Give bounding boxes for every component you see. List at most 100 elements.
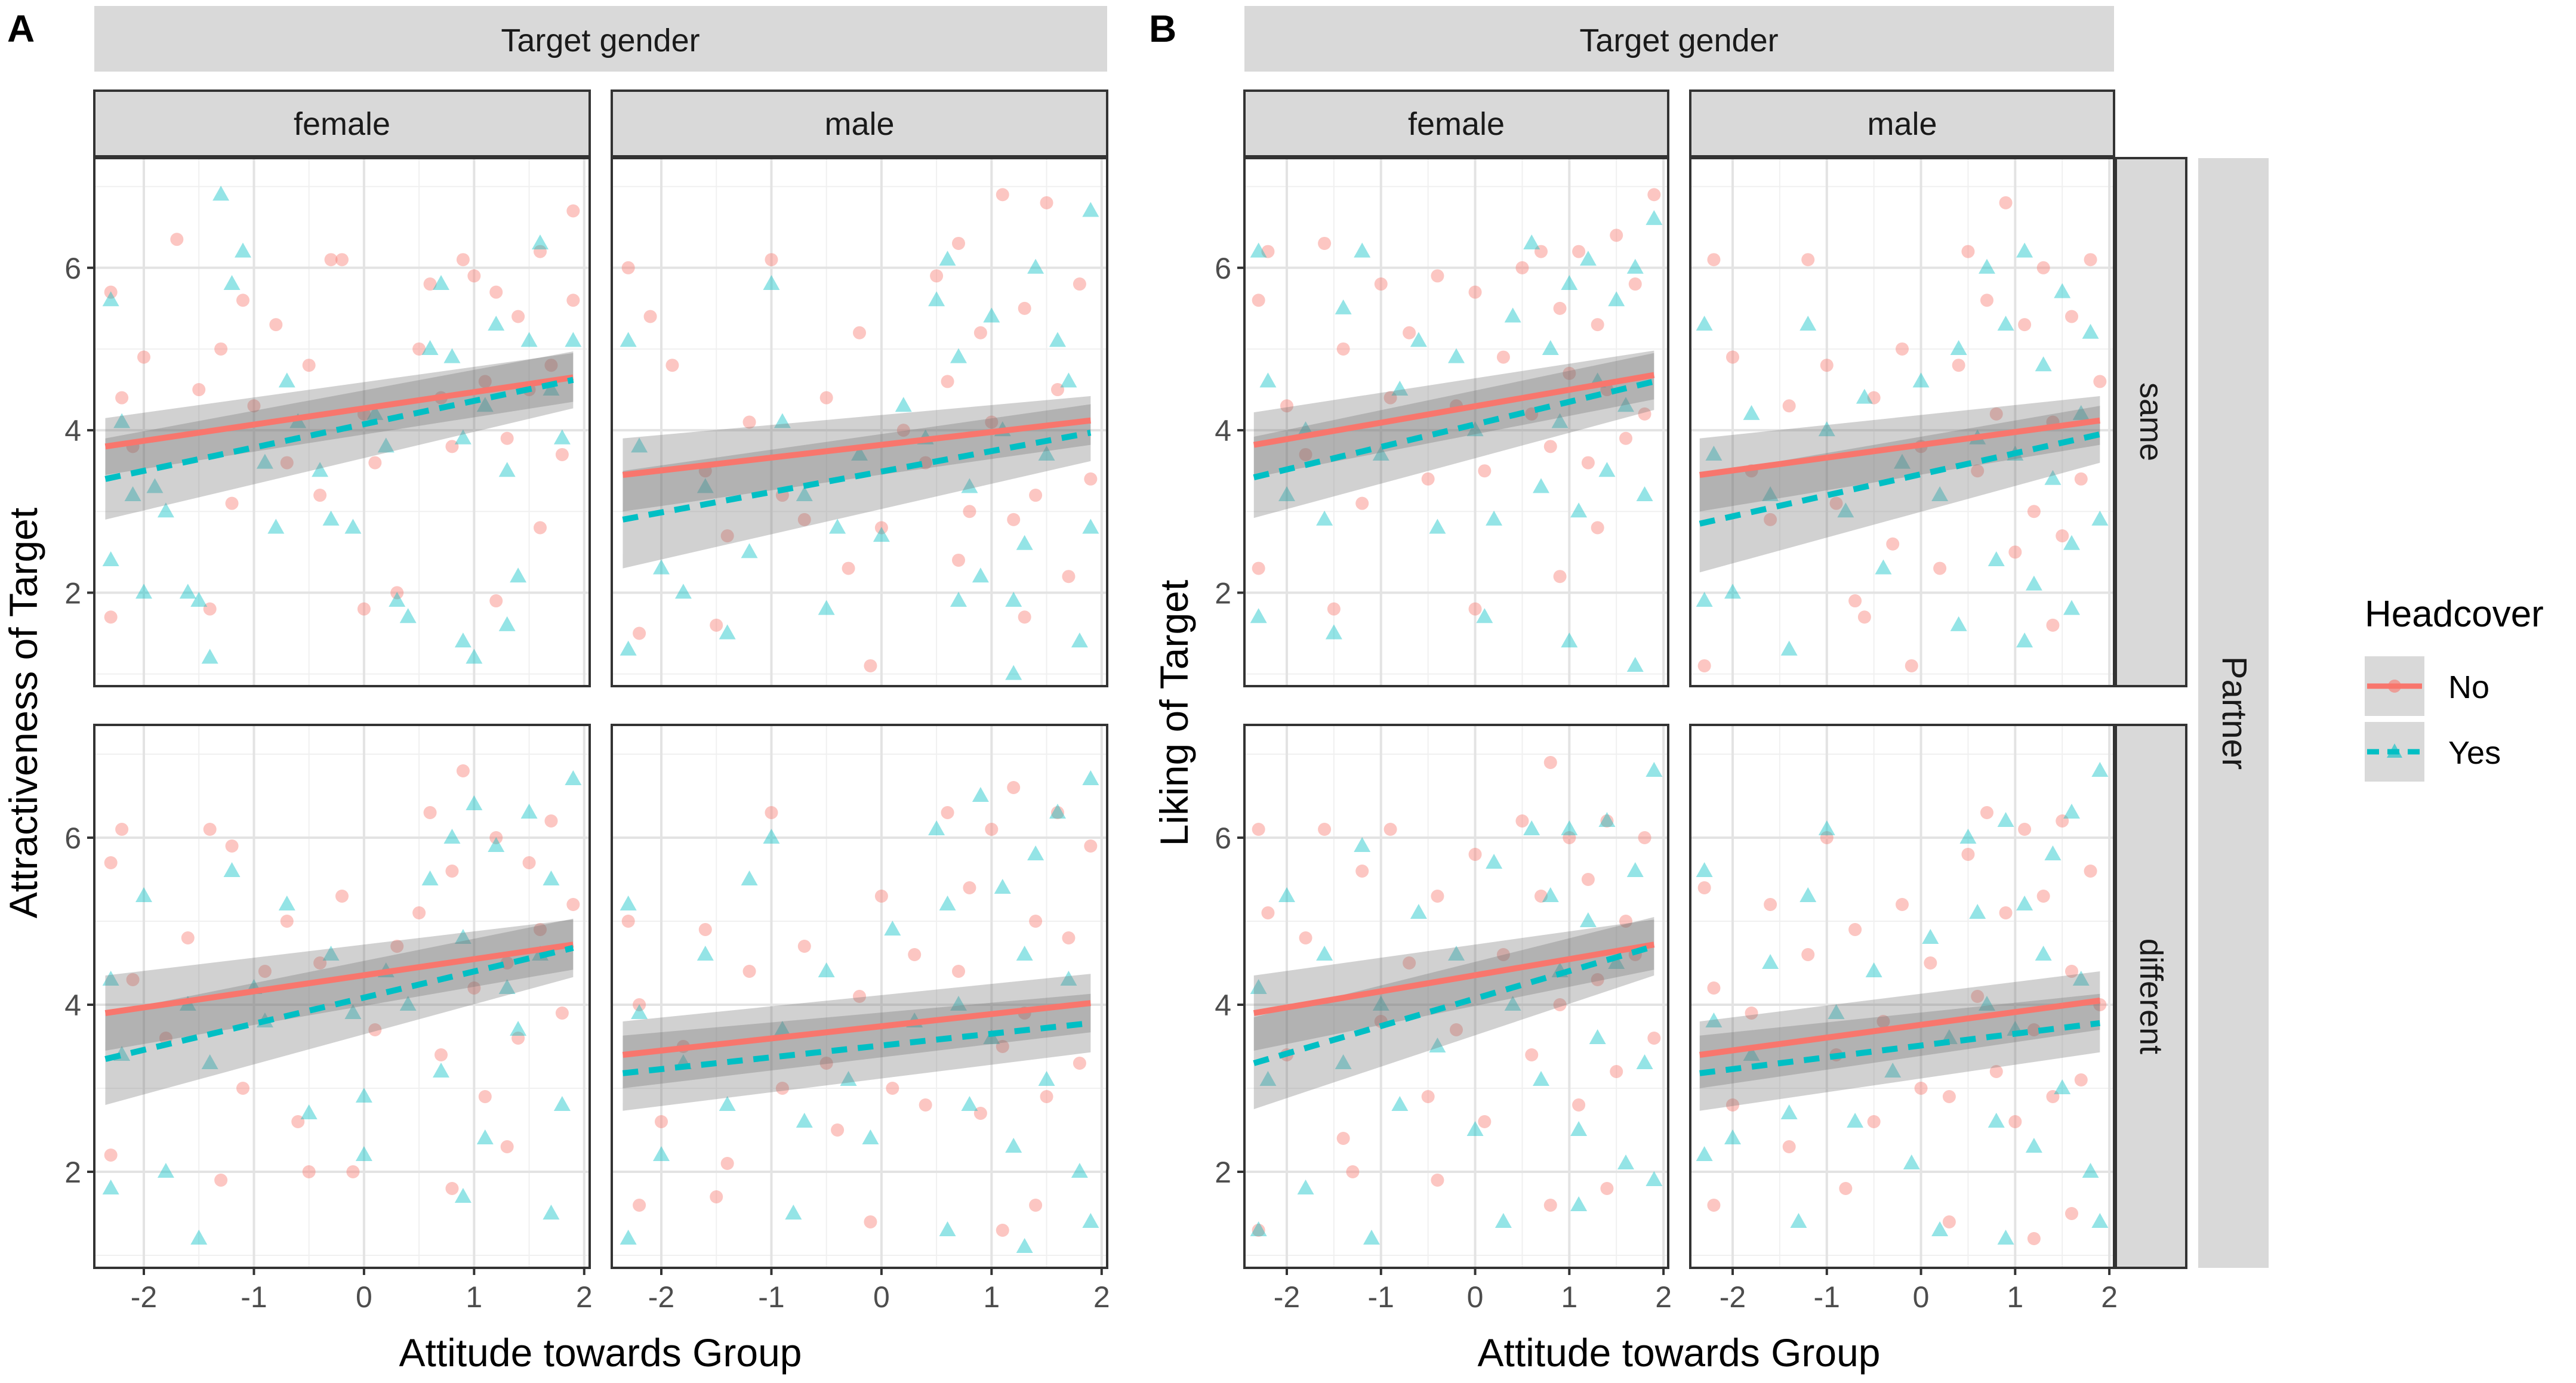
point-no	[1619, 431, 1632, 445]
point-yes	[1818, 820, 1835, 835]
point-yes	[146, 478, 164, 493]
point-no	[357, 602, 371, 616]
point-no	[742, 965, 756, 978]
point-yes	[939, 251, 956, 266]
strip-female-b	[1243, 89, 1669, 158]
point-no	[1896, 898, 1909, 911]
point-no	[874, 521, 888, 535]
point-yes	[928, 820, 945, 835]
point-yes	[796, 1113, 813, 1128]
point-yes	[212, 186, 230, 201]
fit-line-no	[104, 941, 574, 1016]
point-no	[2036, 890, 2050, 903]
confidence-band-no	[1253, 919, 1654, 1051]
point-yes	[454, 1188, 472, 1203]
point-yes	[322, 946, 340, 961]
facet-border	[93, 157, 591, 687]
point-yes	[972, 567, 989, 583]
point-yes	[1598, 812, 1616, 827]
point-no	[853, 326, 866, 339]
point-no	[1857, 610, 1871, 624]
point-yes	[1542, 339, 1559, 355]
point-yes	[1724, 1129, 1741, 1144]
point-no	[1971, 990, 1985, 1003]
facets-layer: 2 4 6 2 4 6 -2 -1 0 1 2 -2 -1 0 1 2 2 4 6 2 4 6 -2 -1 0 1 2 -2 -1 0 1 2	[64, 157, 2118, 1314]
point-yes	[454, 632, 472, 648]
point-yes	[1626, 258, 1644, 274]
point-yes	[1626, 862, 1644, 877]
point-no	[2018, 318, 2032, 332]
point-yes	[961, 1096, 978, 1111]
point-yes	[697, 946, 714, 961]
point-yes	[972, 787, 989, 802]
point-yes	[454, 929, 472, 944]
point-no	[908, 948, 922, 961]
point-yes	[1912, 372, 1930, 388]
x-tick-label: 2	[576, 1280, 593, 1314]
x-tick-label: 1	[2007, 1280, 2023, 1314]
point-yes	[1988, 1113, 2005, 1128]
point-no	[710, 618, 723, 632]
fit-line-no	[622, 1000, 1091, 1058]
point-no	[1355, 865, 1369, 878]
point-yes	[1847, 1113, 1864, 1128]
point-yes	[1646, 762, 1663, 777]
points-yes	[1696, 762, 2109, 1245]
y-tick-label: 2	[64, 1156, 81, 1189]
facet-p0-different-male: -2 -1 0 1 2	[611, 724, 1110, 1314]
point-no	[1726, 350, 1739, 364]
point-yes	[818, 962, 835, 977]
x-tick-label: 1	[466, 1280, 482, 1314]
point-yes	[1950, 339, 1967, 355]
point-no	[335, 253, 349, 267]
point-no	[973, 1107, 987, 1120]
facet-background	[1244, 725, 1668, 1268]
point-yes	[2025, 575, 2042, 591]
point-yes	[1354, 242, 1371, 258]
point-no	[1581, 456, 1595, 470]
fit-line-yes	[1699, 1020, 2100, 1076]
point-yes	[1448, 348, 1465, 363]
fit-line-no	[104, 374, 574, 450]
fit-line-yes	[1253, 943, 1655, 1066]
fit-line-no	[622, 417, 1091, 478]
x-tick-label: -1	[758, 1280, 784, 1314]
point-no	[1896, 342, 1909, 356]
fit-line-no	[1253, 372, 1655, 448]
point-yes	[520, 332, 538, 347]
point-no	[489, 285, 503, 299]
point-yes	[2063, 804, 2080, 819]
point-no	[1801, 253, 1815, 267]
point-yes	[1696, 592, 1713, 607]
point-no	[522, 856, 536, 869]
point-yes	[796, 486, 813, 502]
point-no	[831, 1123, 845, 1137]
fit-line-yes	[622, 430, 1092, 523]
point-no	[544, 814, 558, 828]
point-yes	[510, 567, 527, 583]
point-no	[368, 1023, 382, 1036]
point-yes	[1979, 996, 1995, 1011]
point-no	[192, 383, 206, 397]
point-no	[1980, 294, 1993, 307]
point-yes	[2082, 323, 2099, 339]
point-yes	[466, 649, 483, 664]
point-yes	[1082, 202, 1099, 217]
facet-p1-different-female: 2 4 6 -2 -1 0 1 2	[1215, 724, 1672, 1314]
x-tick-label: -1	[241, 1280, 267, 1314]
strip-male-b	[1689, 89, 2115, 158]
point-no	[1478, 464, 1492, 478]
point-no	[1252, 561, 1265, 575]
point-yes	[498, 616, 516, 631]
point-no	[489, 594, 503, 608]
confidence-band-yes	[105, 918, 574, 1105]
facet-background	[94, 158, 590, 686]
point-yes	[1579, 251, 1597, 266]
point-no	[500, 431, 514, 445]
point-yes	[399, 608, 417, 623]
point-no	[1782, 1140, 1796, 1153]
point-yes	[994, 879, 1011, 894]
facet-background	[612, 158, 1107, 686]
point-no	[534, 245, 547, 258]
point-yes	[102, 291, 119, 307]
